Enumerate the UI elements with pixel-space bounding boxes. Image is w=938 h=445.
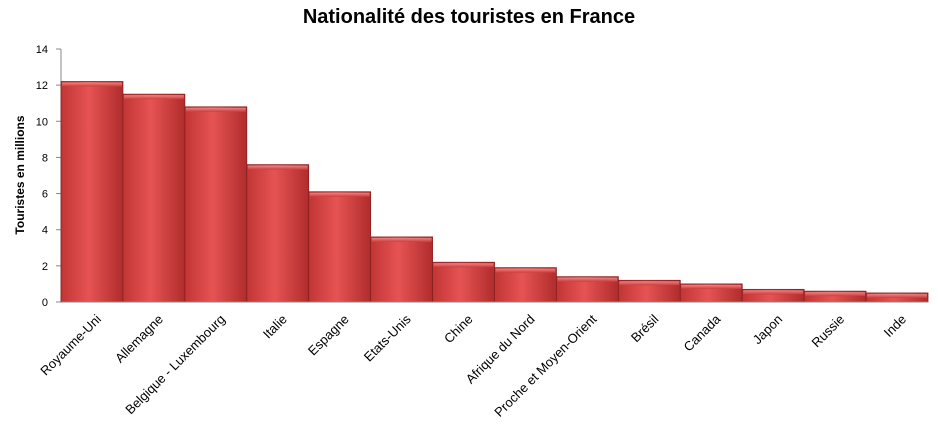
bar-top-highlight: [371, 237, 432, 242]
y-tick-label: 6: [42, 189, 48, 201]
bar: [494, 267, 557, 303]
bar-top-highlight: [495, 268, 556, 273]
y-tick-label: 4: [42, 225, 48, 237]
y-tick-label: 12: [36, 80, 48, 92]
y-tick-label: 14: [36, 44, 48, 56]
bar-top-highlight: [309, 192, 370, 197]
bar: [60, 81, 124, 303]
bar: [432, 261, 495, 303]
chart-title: Nationalité des touristes en France: [302, 6, 636, 28]
x-tick-label: Espagne: [305, 312, 352, 359]
y-tick-label: 2: [42, 261, 48, 273]
bar: [308, 191, 372, 303]
bar-top-highlight: [247, 165, 308, 170]
bar: [184, 106, 248, 303]
y-tick-label: 8: [42, 152, 48, 164]
x-tick-label: Italie: [260, 312, 290, 342]
x-tick-label: Brésil: [628, 311, 662, 345]
x-tick-label: Royaume-Uni: [37, 311, 104, 378]
x-tick-label: Canada: [681, 311, 724, 354]
bar-top-highlight: [123, 95, 184, 100]
x-tick-label: Proche et Moyen-Orient: [491, 311, 599, 419]
x-tick-label: Belgique - Luxembourg: [122, 312, 228, 418]
bar: [122, 93, 186, 303]
x-tick-label: Etats-Unis: [361, 311, 414, 364]
bar-top-highlight: [619, 281, 680, 286]
bar-top-highlight: [557, 277, 618, 282]
x-tick-label: Inde: [881, 312, 910, 341]
y-tick-label: 0: [42, 297, 48, 309]
bar-top-highlight: [867, 293, 927, 298]
bar: [370, 236, 433, 303]
bar-top-highlight: [743, 290, 804, 295]
x-tick-label: Russie: [809, 312, 848, 351]
x-tick-label: Japon: [750, 312, 786, 348]
bar-top-highlight: [185, 107, 246, 112]
bar: [246, 164, 310, 303]
bar-top-highlight: [62, 82, 122, 87]
bar-top-highlight: [805, 292, 866, 297]
bar-top-highlight: [433, 263, 494, 268]
x-tick-label: Chine: [441, 312, 476, 347]
y-tick-label: 10: [36, 116, 48, 128]
bar-top-highlight: [681, 284, 742, 289]
x-tick-label: Allemagne: [112, 312, 166, 366]
